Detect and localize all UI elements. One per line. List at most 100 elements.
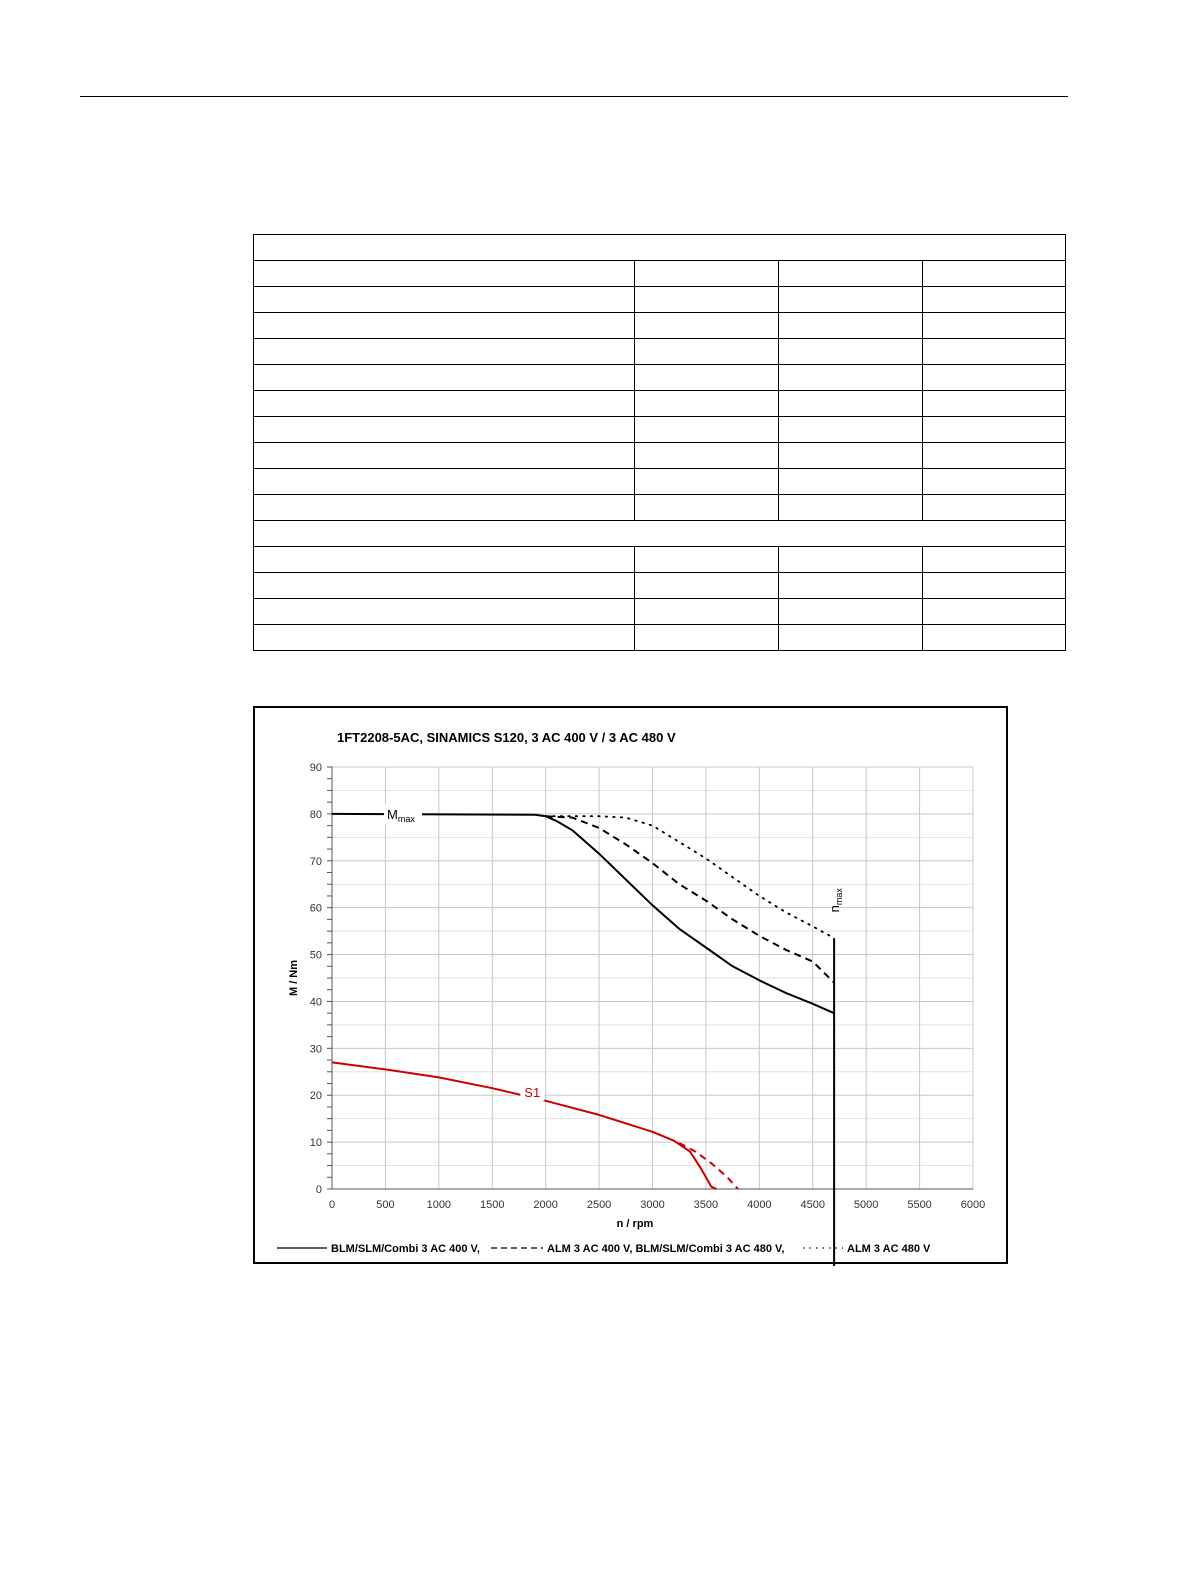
s1-solid-series-line [331,1061,717,1190]
header-rule [80,96,1068,97]
table-cell [778,338,923,365]
table-cell [922,624,1066,651]
chart-frame: 1FT2208-5AC, SINAMICS S120, 3 AC 400 V /… [253,706,1008,1266]
table-cell [778,286,923,313]
table-row [253,494,1066,521]
table-row [253,546,1066,573]
table-cell [922,286,1066,313]
x-tick-label: 1000 [427,1199,451,1211]
table-row [253,260,1066,287]
legend-label: ALM 3 AC 400 V, BLM/SLM/Combi 3 AC 480 V… [547,1243,784,1255]
x-tick-label: 0 [329,1199,335,1211]
legend-label: BLM/SLM/Combi 3 AC 400 V, [331,1243,480,1255]
mmax-dotted-series-line [544,815,835,939]
table-row [253,390,1066,417]
x-tick-label: 2000 [533,1199,557,1211]
table-cell [778,416,923,443]
table-cell [253,624,635,651]
mmax-dashed-series-line [545,815,835,984]
y-tick-label: 50 [310,950,322,962]
chart-title: 1FT2208-5AC, SINAMICS S120, 3 AC 400 V /… [337,730,676,745]
table-row [253,572,1066,599]
table-cell [253,364,635,391]
table-section-row [253,520,1066,547]
x-tick-label: 4000 [747,1199,771,1211]
legend-label: ALM 3 AC 480 V [847,1243,931,1255]
table-cell [922,416,1066,443]
table-cell [778,494,923,521]
table-cell [634,260,779,287]
table-cell [253,598,635,625]
table-row [253,598,1066,625]
table-cell [634,338,779,365]
y-tick-label: 70 [310,856,322,868]
chart-series [331,812,836,1266]
table-cell [922,312,1066,339]
mmax-label-bg [384,803,423,824]
x-tick-label: 1500 [480,1199,504,1211]
chart-annotations: Mmax nmax S1 [384,803,844,1101]
table-cell [253,390,635,417]
table-cell [634,286,779,313]
table-cell [253,572,635,599]
table-cell [922,260,1066,287]
table-cell [922,364,1066,391]
x-tick-label: 6000 [961,1199,985,1211]
table-cell [253,546,635,573]
x-tick-label: 5000 [854,1199,878,1211]
table-cell [778,364,923,391]
table-cell [253,286,635,313]
y-tick-label: 60 [310,903,322,915]
table-cell [922,442,1066,469]
torque-speed-chart: 1FT2208-5AC, SINAMICS S120, 3 AC 400 V /… [277,730,985,1266]
table-cell [253,494,635,521]
table-cell [778,572,923,599]
s1-dashed-series-line [678,1142,739,1190]
table-cell [253,442,635,469]
table-row [253,624,1066,651]
table-cell [778,390,923,417]
table-cell [778,312,923,339]
table-cell [634,468,779,495]
table-cell [922,546,1066,573]
y-axis-label: M / Nm [288,960,300,996]
y-tick-label: 20 [310,1090,322,1102]
table-row [253,416,1066,443]
y-tick-label: 0 [316,1184,322,1196]
table-cell [253,234,1066,261]
table-row [253,364,1066,391]
table-cell [253,416,635,443]
table-cell [634,442,779,469]
table-cell [253,312,635,339]
mmax-solid-series-line [331,812,835,1015]
table-cell [634,364,779,391]
y-tick-label: 80 [310,809,322,821]
table-row [253,312,1066,339]
table-cell [253,520,1066,547]
table-cell [634,546,779,573]
table-cell [253,260,635,287]
table-cell [634,624,779,651]
table-cell [778,546,923,573]
x-tick-label: 4500 [801,1199,825,1211]
nmax-label: nmax [827,888,844,913]
s1-label-bg [520,1082,545,1101]
table-cell [634,598,779,625]
table-cell [253,468,635,495]
table-cell [634,390,779,417]
table-row [253,338,1066,365]
table-cell [778,468,923,495]
table-cell [922,494,1066,521]
x-tick-label: 500 [376,1199,394,1211]
table-cell [922,572,1066,599]
table-row [253,468,1066,495]
table-cell [778,598,923,625]
spec-table [253,234,1066,651]
x-tick-label: 3000 [640,1199,664,1211]
x-axis-label: n / rpm [617,1218,654,1230]
y-tick-label: 90 [310,762,322,774]
table-cell [922,338,1066,365]
x-tick-label: 5500 [907,1199,931,1211]
table-row [253,286,1066,313]
table-section-row [253,234,1066,261]
